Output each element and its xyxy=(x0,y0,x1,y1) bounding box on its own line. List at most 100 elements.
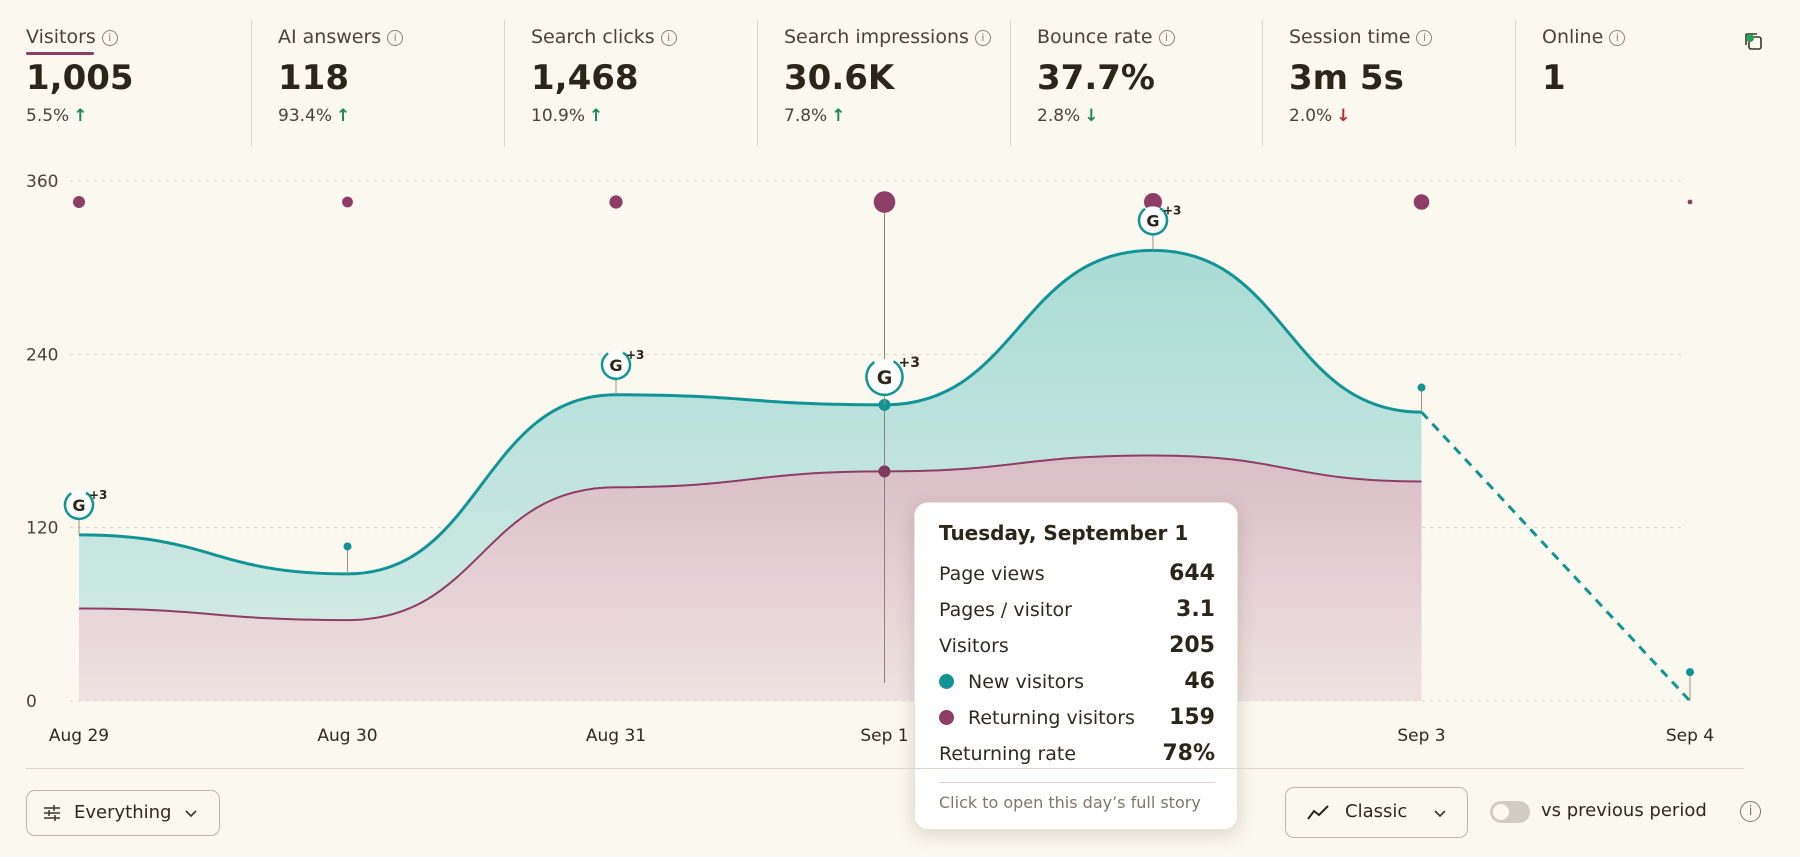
metric-delta: 7.8% ↑ xyxy=(784,106,845,126)
y-tick-label: 0 xyxy=(26,692,37,712)
info-icon[interactable]: i xyxy=(101,30,118,46)
metric-label-text: AI answers xyxy=(278,26,382,48)
top-dot[interactable] xyxy=(1687,199,1693,205)
chart-style-label: Classic xyxy=(1345,801,1408,822)
metric-label-text: Visitors xyxy=(26,26,96,48)
metric-value: 1,468 xyxy=(531,58,639,98)
compare-toggle[interactable] xyxy=(1490,801,1530,823)
tooltip-row-visitors: Visitors 205 xyxy=(939,633,1215,665)
tooltip-row-value: 205 xyxy=(1169,633,1215,658)
arrow-up-icon: ↑ xyxy=(589,106,604,126)
tooltip-row-pages-visitor: Pages / visitor 3.1 xyxy=(939,597,1215,629)
chart-marks: G +3 G +3 G +3 G +3 xyxy=(60,191,1694,701)
top-dot[interactable] xyxy=(73,196,85,208)
x-tick-label: Aug 29 xyxy=(49,726,109,746)
top-dot[interactable] xyxy=(1413,194,1430,210)
metric-label: Search clicks i xyxy=(531,26,677,48)
metric-label: Search impressions i xyxy=(784,26,991,48)
tooltip-separator xyxy=(939,782,1215,783)
google-update-annotation[interactable]: G +3 xyxy=(60,486,108,524)
annotation-label: G xyxy=(1146,211,1159,230)
arrow-up-icon: ↑ xyxy=(831,106,846,126)
info-icon[interactable]: i xyxy=(1740,801,1761,822)
metric-delta-value: 10.9% xyxy=(531,106,586,126)
metric-label: Online i xyxy=(1542,26,1626,48)
x-tick-label: Sep 4 xyxy=(1666,726,1714,746)
tooltip-row-returning-visitors: Returning visitors 159 xyxy=(939,705,1215,737)
tooltip-row-label-text: Visitors xyxy=(939,635,1009,657)
tooltip-title: Tuesday, September 1 xyxy=(939,521,1189,545)
metric-value: 118 xyxy=(278,58,349,98)
tooltip-row-value: 3.1 xyxy=(1176,597,1215,622)
tooltip-row-label-text: Page views xyxy=(939,563,1045,585)
tooltip-row-value: 644 xyxy=(1169,561,1215,586)
info-icon[interactable]: i xyxy=(1158,30,1175,46)
top-dot[interactable] xyxy=(609,195,623,209)
metric-delta: 2.8% ↓ xyxy=(1037,106,1098,126)
annotation-label: G xyxy=(72,496,85,515)
metric-label-text: Bounce rate xyxy=(1037,26,1153,48)
tooltip-row-label-text: Returning visitors xyxy=(968,707,1135,729)
x-tick-label: Aug 30 xyxy=(317,726,377,746)
annotation-badge: +3 xyxy=(1163,203,1181,217)
google-update-annotation[interactable]: G +3 xyxy=(1134,201,1182,239)
metric-label: AI answers i xyxy=(278,26,404,48)
metric-divider xyxy=(251,20,252,146)
copy-icon[interactable] xyxy=(1742,30,1764,52)
metric-value: 1 xyxy=(1542,58,1566,98)
top-dot[interactable] xyxy=(342,196,353,208)
y-tick-label: 240 xyxy=(26,345,58,365)
annotation-badge: +3 xyxy=(89,488,107,502)
active-metric-underline xyxy=(26,52,94,55)
marker-dot[interactable] xyxy=(1686,668,1694,677)
metrics-bar: Visitors i 1,005 5.5% ↑ AI answers i 118 93.4% ↑ S… xyxy=(0,0,1800,146)
chart-style-dropdown[interactable]: Classic xyxy=(1285,787,1468,838)
info-icon[interactable]: i xyxy=(387,30,404,46)
info-icon[interactable]: i xyxy=(1609,30,1626,46)
filter-label: Everything xyxy=(74,802,172,823)
chevron-down-icon xyxy=(1434,810,1446,818)
line-chart-icon xyxy=(1307,805,1329,820)
info-icon[interactable]: i xyxy=(660,30,677,46)
top-dot[interactable] xyxy=(1144,193,1162,211)
x-tick-label: Sep 3 xyxy=(1397,726,1445,746)
tooltip-row-returning-rate: Returning rate 78% xyxy=(939,741,1215,773)
day-tooltip[interactable]: Tuesday, September 1 Page views 644 Pages … xyxy=(914,502,1238,830)
tooltip-footer[interactable]: Click to open this day’s full story xyxy=(939,793,1201,812)
y-tick-label: 120 xyxy=(26,519,58,539)
tooltip-row-page-views: Page views 644 xyxy=(939,561,1215,593)
metric-label-text: Search impressions xyxy=(784,26,969,48)
metric-delta-value: 7.8% xyxy=(784,106,828,126)
metric-value: 30.6K xyxy=(784,58,895,98)
metric-delta: 5.5% ↑ xyxy=(26,106,87,126)
metric-delta: 2.0% ↓ xyxy=(1289,106,1350,126)
filter-button[interactable]: Everything xyxy=(26,790,220,836)
chart-lines xyxy=(78,201,1692,703)
tooltip-row-label: Returning visitors xyxy=(939,707,1135,729)
visitors-line xyxy=(78,248,1422,576)
metric-label: Bounce rate i xyxy=(1037,26,1175,48)
marker-dot[interactable] xyxy=(343,542,352,551)
metric-delta: 93.4% ↑ xyxy=(278,106,350,126)
metric-delta-value: 2.8% xyxy=(1037,106,1081,126)
google-update-annotation[interactable]: G +3 xyxy=(860,352,920,401)
metric-delta-value: 93.4% xyxy=(278,106,333,126)
top-dot[interactable] xyxy=(873,191,896,213)
marker-dot[interactable] xyxy=(1417,383,1426,392)
info-icon[interactable]: i xyxy=(1416,30,1433,46)
metric-label-text: Online xyxy=(1542,26,1604,48)
tooltip-row-label: Returning rate xyxy=(939,743,1076,765)
annotation-ring xyxy=(63,489,95,521)
tooltip-row-label: Pages / visitor xyxy=(939,599,1072,621)
arrow-up-icon: ↑ xyxy=(73,106,88,126)
info-icon[interactable]: i xyxy=(974,30,991,46)
google-update-annotation[interactable]: G +3 xyxy=(597,346,645,384)
tooltip-row-value: 159 xyxy=(1169,705,1215,730)
metric-delta: 10.9% ↑ xyxy=(531,106,603,126)
arrow-up-icon: ↑ xyxy=(336,106,351,126)
arrow-down-icon: ↓ xyxy=(1336,106,1351,126)
metric-label-text: Search clicks xyxy=(531,26,655,48)
x-axis-labels: Aug 29 Aug 30 Aug 31 Sep 1 Sep 3 Sep 4 xyxy=(49,726,1714,746)
metric-label: Session time i xyxy=(1289,26,1433,48)
